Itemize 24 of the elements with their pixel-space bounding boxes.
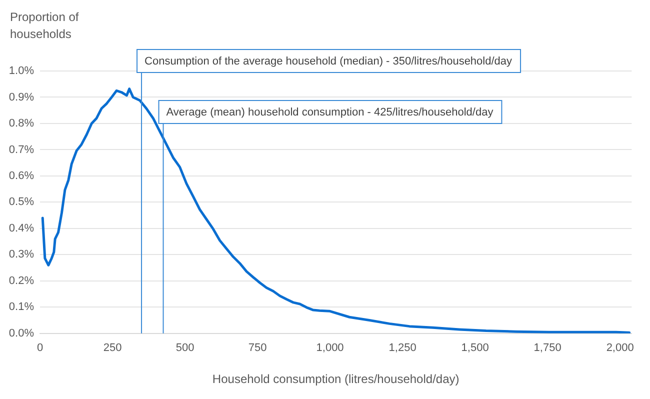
y-tick-label: 0.5% <box>8 196 34 208</box>
x-tick-label: 750 <box>248 342 267 354</box>
x-tick-label: 500 <box>176 342 194 354</box>
y-tick-label: 0.1% <box>8 301 34 314</box>
ref-line-label: Average (mean) household consumption - 425/litres/household/day <box>166 106 494 119</box>
x-tick-label: 1,500 <box>461 342 489 354</box>
y-tick-label: 0.0% <box>8 327 34 340</box>
y-axis-title: Proportion of households <box>10 10 80 41</box>
x-tick-label: 1,750 <box>534 342 562 354</box>
x-tick-label: 1,000 <box>316 342 344 354</box>
y-tick-label: 0.3% <box>8 248 34 261</box>
y-tick-label: 0.4% <box>8 222 34 234</box>
x-tick-label: 1,250 <box>388 342 416 354</box>
y-tick-label: 0.7% <box>8 144 34 156</box>
y-tick-label: 0.6% <box>8 170 34 182</box>
x-tick-label: 250 <box>103 342 122 354</box>
y-tick-label: 0.9% <box>8 91 34 104</box>
x-tick-label: 0 <box>36 342 44 354</box>
ref-line-label: Consumption of the average household (median) - 350/litres/household/day <box>144 56 513 68</box>
x-axis-title: Household consumption (litres/household/day) <box>212 372 460 386</box>
y-tick-label: 1.0% <box>8 65 34 78</box>
y-tick-label: 0.2% <box>8 274 34 287</box>
y-tick-label: 0.8% <box>8 118 34 130</box>
x-tick-label: 2,000 <box>606 342 634 354</box>
